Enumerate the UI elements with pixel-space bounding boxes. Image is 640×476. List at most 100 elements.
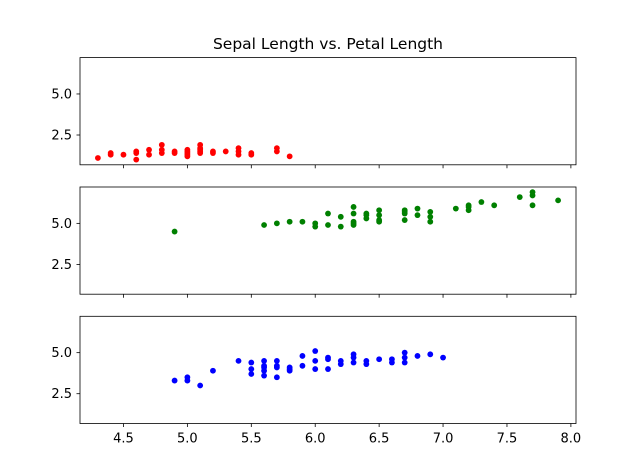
data-point (312, 366, 319, 372)
data-point (133, 148, 140, 155)
data-point (350, 218, 357, 225)
data-point (555, 197, 562, 204)
data-point (401, 359, 408, 366)
subplot-1-content: 2.5 5.0 (51, 87, 572, 169)
data-point (325, 366, 331, 372)
data-point (491, 202, 498, 209)
data-point (465, 202, 472, 209)
x-tick-label: 5.0 (177, 432, 198, 447)
subplot-3: 4.5 5.0 5.5 6.0 6.5 7.0 7.5 8.0 2.5 5.0 (51, 315, 582, 447)
data-point (350, 204, 357, 210)
data-point (389, 356, 395, 363)
data-point (337, 213, 344, 220)
data-point (363, 210, 370, 217)
data-point (273, 145, 280, 152)
data-point (312, 348, 319, 354)
data-point (184, 374, 191, 381)
data-point (478, 199, 485, 205)
data-point (312, 220, 319, 227)
data-point (107, 150, 114, 156)
data-point (414, 212, 421, 219)
data-point (350, 359, 357, 366)
x-tick-label: 4.5 (113, 432, 134, 447)
data-point (171, 148, 178, 155)
data-point (299, 362, 306, 369)
plot-frame-3 (79, 315, 577, 424)
data-point (197, 141, 204, 148)
subplot-2-content: 2.5 5.0 (51, 189, 572, 298)
data-point (337, 357, 344, 364)
y-tick-label: 2.5 (51, 387, 72, 402)
data-point (376, 207, 383, 214)
data-point (350, 351, 357, 358)
data-point (133, 156, 140, 163)
data-point (248, 366, 255, 372)
data-point (401, 217, 408, 223)
data-point (261, 372, 267, 379)
chart-title: Sepal Length vs. Petal Length (213, 35, 443, 53)
data-point (171, 228, 178, 235)
data-point (427, 208, 434, 215)
y-tick-label: 2.5 (51, 258, 72, 273)
data-point (273, 220, 280, 227)
data-point (222, 148, 229, 155)
data-point (248, 371, 255, 377)
data-point (261, 357, 267, 364)
x-tick-label: 6.0 (305, 432, 326, 447)
y-tick-label: 5.0 (51, 346, 72, 361)
x-tick-label: 7.0 (433, 432, 454, 447)
subplot-1: 2.5 5.0 (51, 57, 577, 169)
data-point (299, 353, 306, 359)
y-tick-label: 5.0 (51, 87, 72, 102)
data-point (146, 151, 152, 158)
data-point (325, 222, 331, 228)
data-point (158, 146, 165, 153)
x-tick-label: 8.0 (561, 432, 582, 447)
data-point (325, 210, 331, 217)
data-point (184, 146, 191, 153)
data-point (94, 155, 101, 161)
data-point (516, 194, 523, 200)
x-tick-label: 6.5 (369, 432, 390, 447)
data-point (376, 217, 383, 223)
plot-frame-2 (79, 186, 577, 295)
data-point (261, 222, 267, 228)
data-point (286, 153, 293, 160)
data-point (235, 145, 242, 152)
data-point (414, 205, 421, 212)
data-point (210, 367, 216, 374)
data-point (427, 218, 434, 225)
x-tick-label: 5.5 (241, 432, 262, 447)
data-point (363, 357, 370, 364)
data-point (529, 202, 536, 209)
y-tick-label: 5.0 (51, 217, 72, 232)
x-tick-label: 7.5 (497, 432, 518, 447)
data-point (529, 189, 536, 196)
subplot-2: 2.5 5.0 (51, 186, 577, 298)
data-point (427, 351, 434, 358)
data-point (248, 150, 255, 156)
data-point (273, 362, 280, 369)
data-point (197, 382, 204, 389)
data-point (286, 364, 293, 371)
data-point (427, 213, 434, 220)
data-point (146, 146, 152, 153)
data-point (248, 359, 255, 366)
data-point (299, 218, 306, 225)
data-point (401, 354, 408, 361)
data-point (120, 151, 127, 158)
data-point (273, 374, 280, 381)
data-point (401, 207, 408, 214)
y-tick-label: 2.5 (51, 129, 72, 144)
data-point (273, 357, 280, 364)
data-point (158, 141, 165, 148)
data-point (337, 223, 344, 230)
plot-frame-1 (79, 57, 577, 166)
data-point (414, 353, 421, 359)
data-point (171, 377, 178, 384)
data-point (401, 349, 408, 356)
data-point (452, 205, 459, 212)
data-point (376, 212, 383, 219)
data-point (325, 354, 331, 361)
